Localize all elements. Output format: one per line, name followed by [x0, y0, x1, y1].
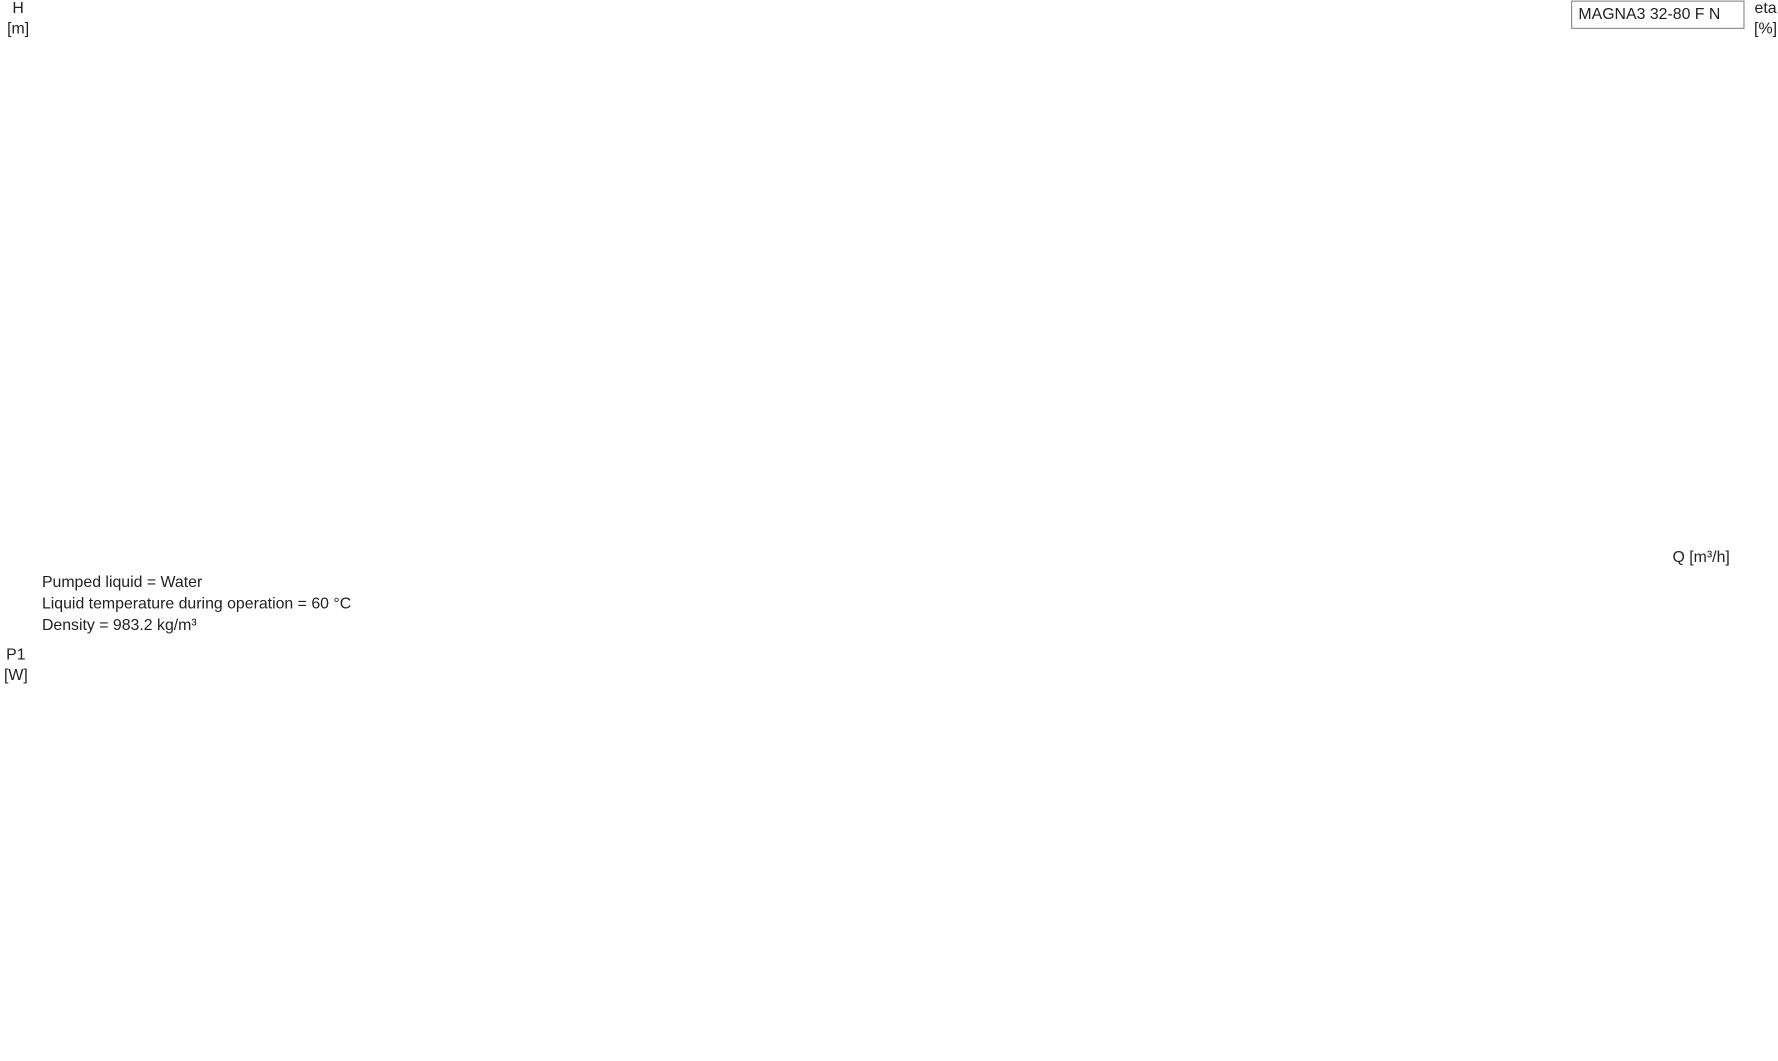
note: Pumped liquid = Water — [42, 574, 203, 591]
y2-axis-unit: [%] — [1754, 21, 1777, 38]
y-axis-unit: [W] — [4, 667, 28, 684]
legend-text: MAGNA3 32-80 F N — [1578, 6, 1720, 23]
y-axis-label: H — [12, 0, 23, 17]
text-layer: H [m] eta [%] Q [m³/h] MAGNA3 32-80 F N … — [4, 0, 1777, 684]
y-axis-unit: [m] — [7, 21, 29, 38]
y-axis-label: P1 — [6, 646, 26, 663]
y2-axis-label: eta — [1755, 0, 1777, 17]
legend-box — [1571, 0, 1745, 29]
note: Liquid temperature during operation = 60… — [42, 595, 351, 612]
x-axis-label: Q [m³/h] — [1673, 549, 1730, 566]
note: Density = 983.2 kg/m³ — [42, 617, 197, 634]
